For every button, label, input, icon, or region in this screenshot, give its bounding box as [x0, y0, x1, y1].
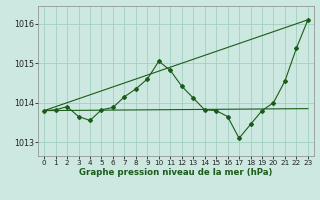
- X-axis label: Graphe pression niveau de la mer (hPa): Graphe pression niveau de la mer (hPa): [79, 168, 273, 177]
